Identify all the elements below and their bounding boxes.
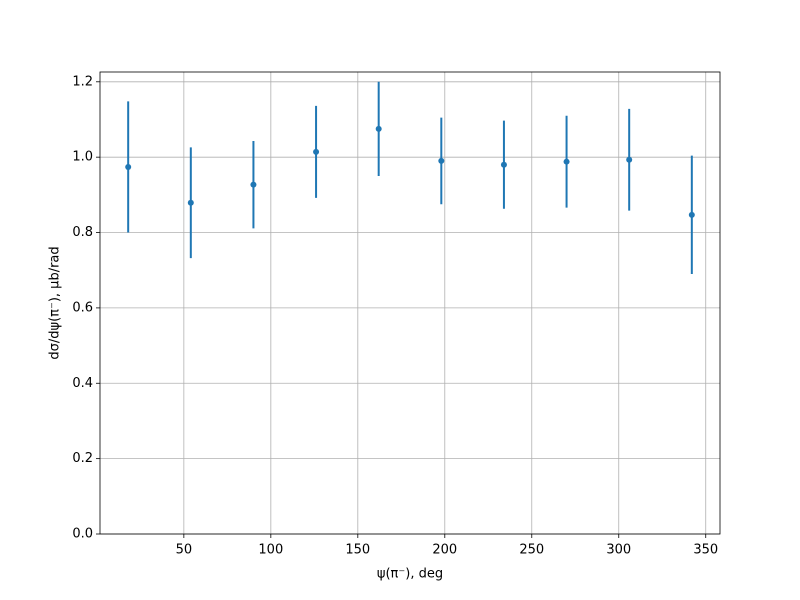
y-tick-label: 0.8 [72,225,93,240]
y-tick-label: 1.0 [72,150,93,165]
data-point [187,199,194,206]
x-axis-label: ψ(π⁻), deg [377,567,443,582]
data-point [313,148,320,155]
data-point [563,158,570,165]
y-tick-label: 0.6 [72,300,93,315]
data-point [626,156,633,163]
data-point [688,211,695,218]
axes-frame [99,71,721,535]
x-tick-label: 50 [176,543,193,558]
y-tick-label: 1.2 [72,74,93,89]
plot-area [100,72,720,534]
x-tick-label: 350 [693,543,718,558]
x-tick-label: 100 [258,543,283,558]
y-tick-label: 0.4 [72,376,93,391]
data-point [500,161,507,168]
y-tick-label: 0.2 [72,451,93,466]
x-tick-label: 150 [345,543,370,558]
data-point [438,157,445,164]
y-axis-label: dσ/dψ(π⁻), μb/rad [48,246,63,359]
data-point [375,125,382,132]
y-tick-label: 0.0 [72,527,93,542]
data-point [125,163,132,170]
x-tick-label: 250 [519,543,544,558]
x-tick-label: 200 [432,543,457,558]
x-tick-label: 300 [606,543,631,558]
data-point [250,181,257,188]
